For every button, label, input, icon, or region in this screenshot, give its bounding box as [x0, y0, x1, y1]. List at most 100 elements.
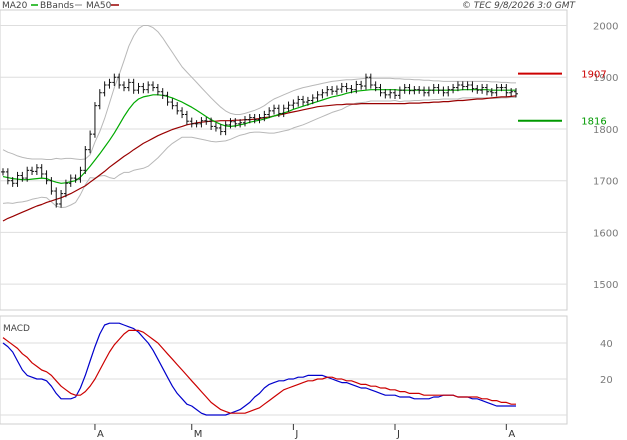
price-bar — [126, 78, 131, 92]
price-bar — [39, 164, 44, 178]
macd-panel-frame — [0, 315, 568, 425]
x-tick-label: A — [97, 429, 104, 440]
price-bar — [320, 89, 325, 99]
bbands-upper-line — [2, 25, 516, 160]
price-bar — [388, 89, 393, 99]
price-bar — [262, 110, 267, 122]
price-bar — [131, 78, 136, 94]
price-bar — [15, 171, 20, 187]
price-bar — [102, 81, 107, 97]
price-bar — [83, 146, 88, 174]
price-tick-label: 1900 — [593, 73, 618, 84]
price-bars — [1, 73, 518, 208]
price-bar — [5, 168, 10, 185]
price-bar — [397, 86, 402, 99]
price-bar — [78, 166, 83, 183]
price-bar — [155, 83, 160, 96]
price-bar — [88, 130, 93, 154]
price-bar — [359, 80, 364, 90]
price-bar — [407, 83, 412, 95]
price-axis-ticks: 1500 1600 1700 1800 1900 2000 — [593, 22, 618, 292]
price-bar — [330, 86, 335, 95]
price-bar — [480, 83, 485, 94]
price-bar — [475, 85, 480, 94]
price-bar — [354, 80, 359, 94]
price-bar — [436, 83, 441, 94]
price-bar — [218, 124, 223, 136]
price-bar — [296, 95, 301, 107]
price-bar — [257, 113, 262, 124]
price-bar — [141, 82, 146, 94]
price-bar — [146, 81, 151, 94]
price-bar — [393, 89, 398, 99]
price-tick-label: 1600 — [593, 228, 618, 239]
price-bar — [281, 104, 286, 118]
macd-title: MACD — [3, 324, 30, 334]
price-bar — [112, 73, 117, 87]
price-bar — [160, 88, 165, 99]
price-bar — [92, 102, 97, 138]
price-bar — [54, 187, 59, 208]
price-bar — [489, 88, 494, 97]
price-bar — [34, 164, 39, 175]
price-bar — [204, 117, 209, 125]
price-bar — [431, 83, 436, 94]
price-bar — [339, 82, 344, 93]
price-bar — [484, 83, 489, 96]
price-bar — [63, 179, 68, 198]
price-bar — [223, 121, 228, 136]
price-bar — [412, 86, 417, 95]
price-bar — [470, 81, 475, 93]
price-bar — [233, 118, 238, 128]
price-bar — [228, 118, 233, 129]
price-bar — [189, 117, 194, 128]
price-gridlines — [0, 25, 567, 285]
price-bar — [426, 86, 431, 97]
price-bar — [446, 86, 451, 97]
header-legend: MA20 BBands MA50 — [2, 1, 119, 11]
price-bar — [238, 119, 243, 128]
price-bar — [286, 101, 291, 112]
annotation-label-1816: 1816 — [581, 117, 606, 128]
price-bar — [402, 83, 407, 94]
x-tick-label: J — [294, 429, 298, 440]
price-bar — [68, 174, 73, 187]
price-bar — [363, 73, 368, 90]
price-bar — [30, 166, 35, 175]
price-bar — [213, 122, 218, 132]
price-bar — [10, 177, 15, 187]
legend-label-ma50: MA50 — [86, 1, 112, 11]
price-panel: 1500 1600 1700 1800 1900 2000 1907 1816 — [0, 9, 618, 311]
price-bar — [247, 113, 252, 124]
price-bar — [349, 85, 354, 94]
price-bar — [175, 102, 180, 115]
legend-label-ma20: MA20 — [2, 1, 28, 11]
price-bar — [252, 113, 257, 124]
annotation-label-1907: 1907 — [581, 70, 606, 81]
price-bar — [194, 120, 199, 128]
macd-signal-line — [2, 329, 516, 414]
price-annotations: 1907 1816 — [518, 70, 607, 128]
price-bar — [121, 81, 126, 92]
price-bar — [97, 89, 102, 110]
price-bar — [417, 86, 422, 94]
price-bar — [441, 86, 446, 97]
price-bar — [325, 86, 330, 97]
price-bar — [460, 81, 465, 91]
price-bar — [209, 117, 214, 130]
price-bar — [305, 96, 310, 106]
x-tick-label: M — [194, 429, 203, 440]
price-bar — [44, 170, 49, 185]
price-bar — [184, 110, 189, 125]
price-bar — [422, 86, 427, 97]
price-bar — [242, 116, 247, 127]
price-bar — [117, 73, 122, 89]
legend-label-bbands: BBands — [40, 1, 74, 11]
price-bar — [499, 83, 504, 92]
macd-tick-label: 20 — [600, 375, 613, 386]
price-tick-label: 1700 — [593, 177, 618, 188]
